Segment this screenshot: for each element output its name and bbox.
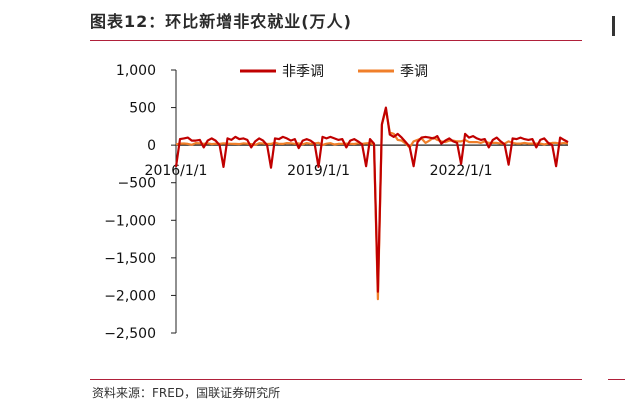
series-lines	[174, 106, 569, 301]
y-tick-label: −2,000	[104, 288, 156, 304]
y-tick-label: −1,500	[104, 251, 156, 267]
series-line-nsa	[174, 106, 569, 293]
legend-label: 非季调	[282, 64, 324, 80]
title-divider	[90, 40, 582, 41]
footer-divider	[90, 379, 582, 380]
source-note: 资料来源：FRED，国联证券研究所	[92, 386, 281, 400]
y-tick-label: −500	[118, 176, 156, 192]
page-title: 图表12：环比新增非农就业(万人)	[90, 12, 352, 31]
legend-label: 季调	[400, 64, 428, 80]
x-tick-label: 2022/1/1	[430, 163, 493, 179]
x-tick-label: 2016/1/1	[145, 163, 208, 179]
x-tick-label: 2019/1/1	[287, 163, 350, 179]
y-tick-label: −1,000	[104, 213, 156, 229]
legend: 非季调 季调	[240, 64, 428, 80]
y-tick-label: 500	[129, 101, 156, 117]
footer-divider-fragment	[608, 379, 625, 380]
chart: 1,000 500 0 −500 −1,000 −1,500 −2,000 −2,500 20…	[104, 63, 569, 342]
y-tick-label: 0	[147, 138, 156, 154]
y-tick-label: −2,500	[104, 326, 156, 342]
x-axis: 2016/1/1 2019/1/1 2022/1/1	[145, 144, 568, 179]
y-tick-label: 1,000	[116, 63, 156, 79]
edge-fragment	[612, 16, 615, 36]
y-axis: 1,000 500 0 −500 −1,000 −1,500 −2,000 −2,500	[104, 63, 177, 342]
